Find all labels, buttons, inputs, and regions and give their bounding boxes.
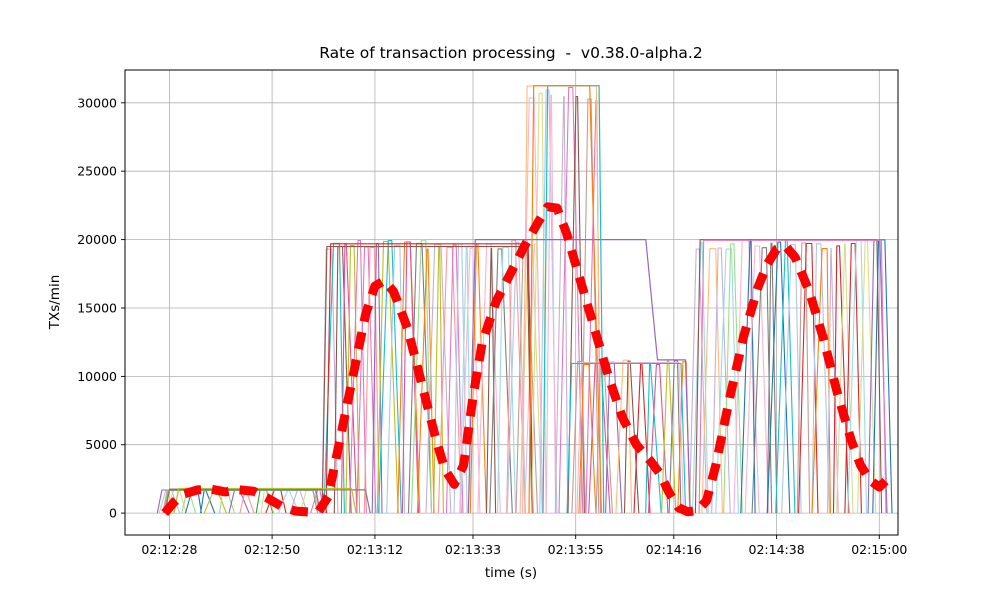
x-tick-label: 02:13:33 (445, 542, 501, 557)
y-tick-label: 5000 (85, 437, 117, 452)
x-tick-label: 02:14:16 (646, 542, 702, 557)
x-tick-label: 02:15:00 (851, 542, 907, 557)
axis-tick-labels: 02:12:28 02:12:50 02:13:12 02:13:33 02:13:55… (77, 95, 907, 557)
x-axis-label: time (s) (485, 565, 537, 581)
y-axis-label: TXs/min (47, 275, 63, 331)
x-tick-label: 02:13:55 (548, 542, 604, 557)
trend-line (161, 202, 890, 517)
y-tick-label: 25000 (77, 164, 117, 179)
chart-title: Rate of transaction processing - v0.38.0… (319, 44, 702, 62)
y-tick-label: 20000 (77, 232, 117, 247)
y-tick-label: 0 (109, 506, 117, 521)
plot-background (125, 70, 898, 535)
x-tick-label: 02:13:12 (347, 542, 403, 557)
plot-border (124, 69, 899, 536)
x-tick-label: 02:12:50 (244, 542, 300, 557)
y-tick-label: 30000 (77, 95, 117, 110)
x-tick-label: 02:14:38 (749, 542, 805, 557)
y-tick-label: 15000 (77, 301, 117, 316)
axis-tick-marks (121, 102, 880, 539)
y-tick-label: 10000 (77, 369, 117, 384)
x-tick-label: 02:12:28 (141, 542, 197, 557)
